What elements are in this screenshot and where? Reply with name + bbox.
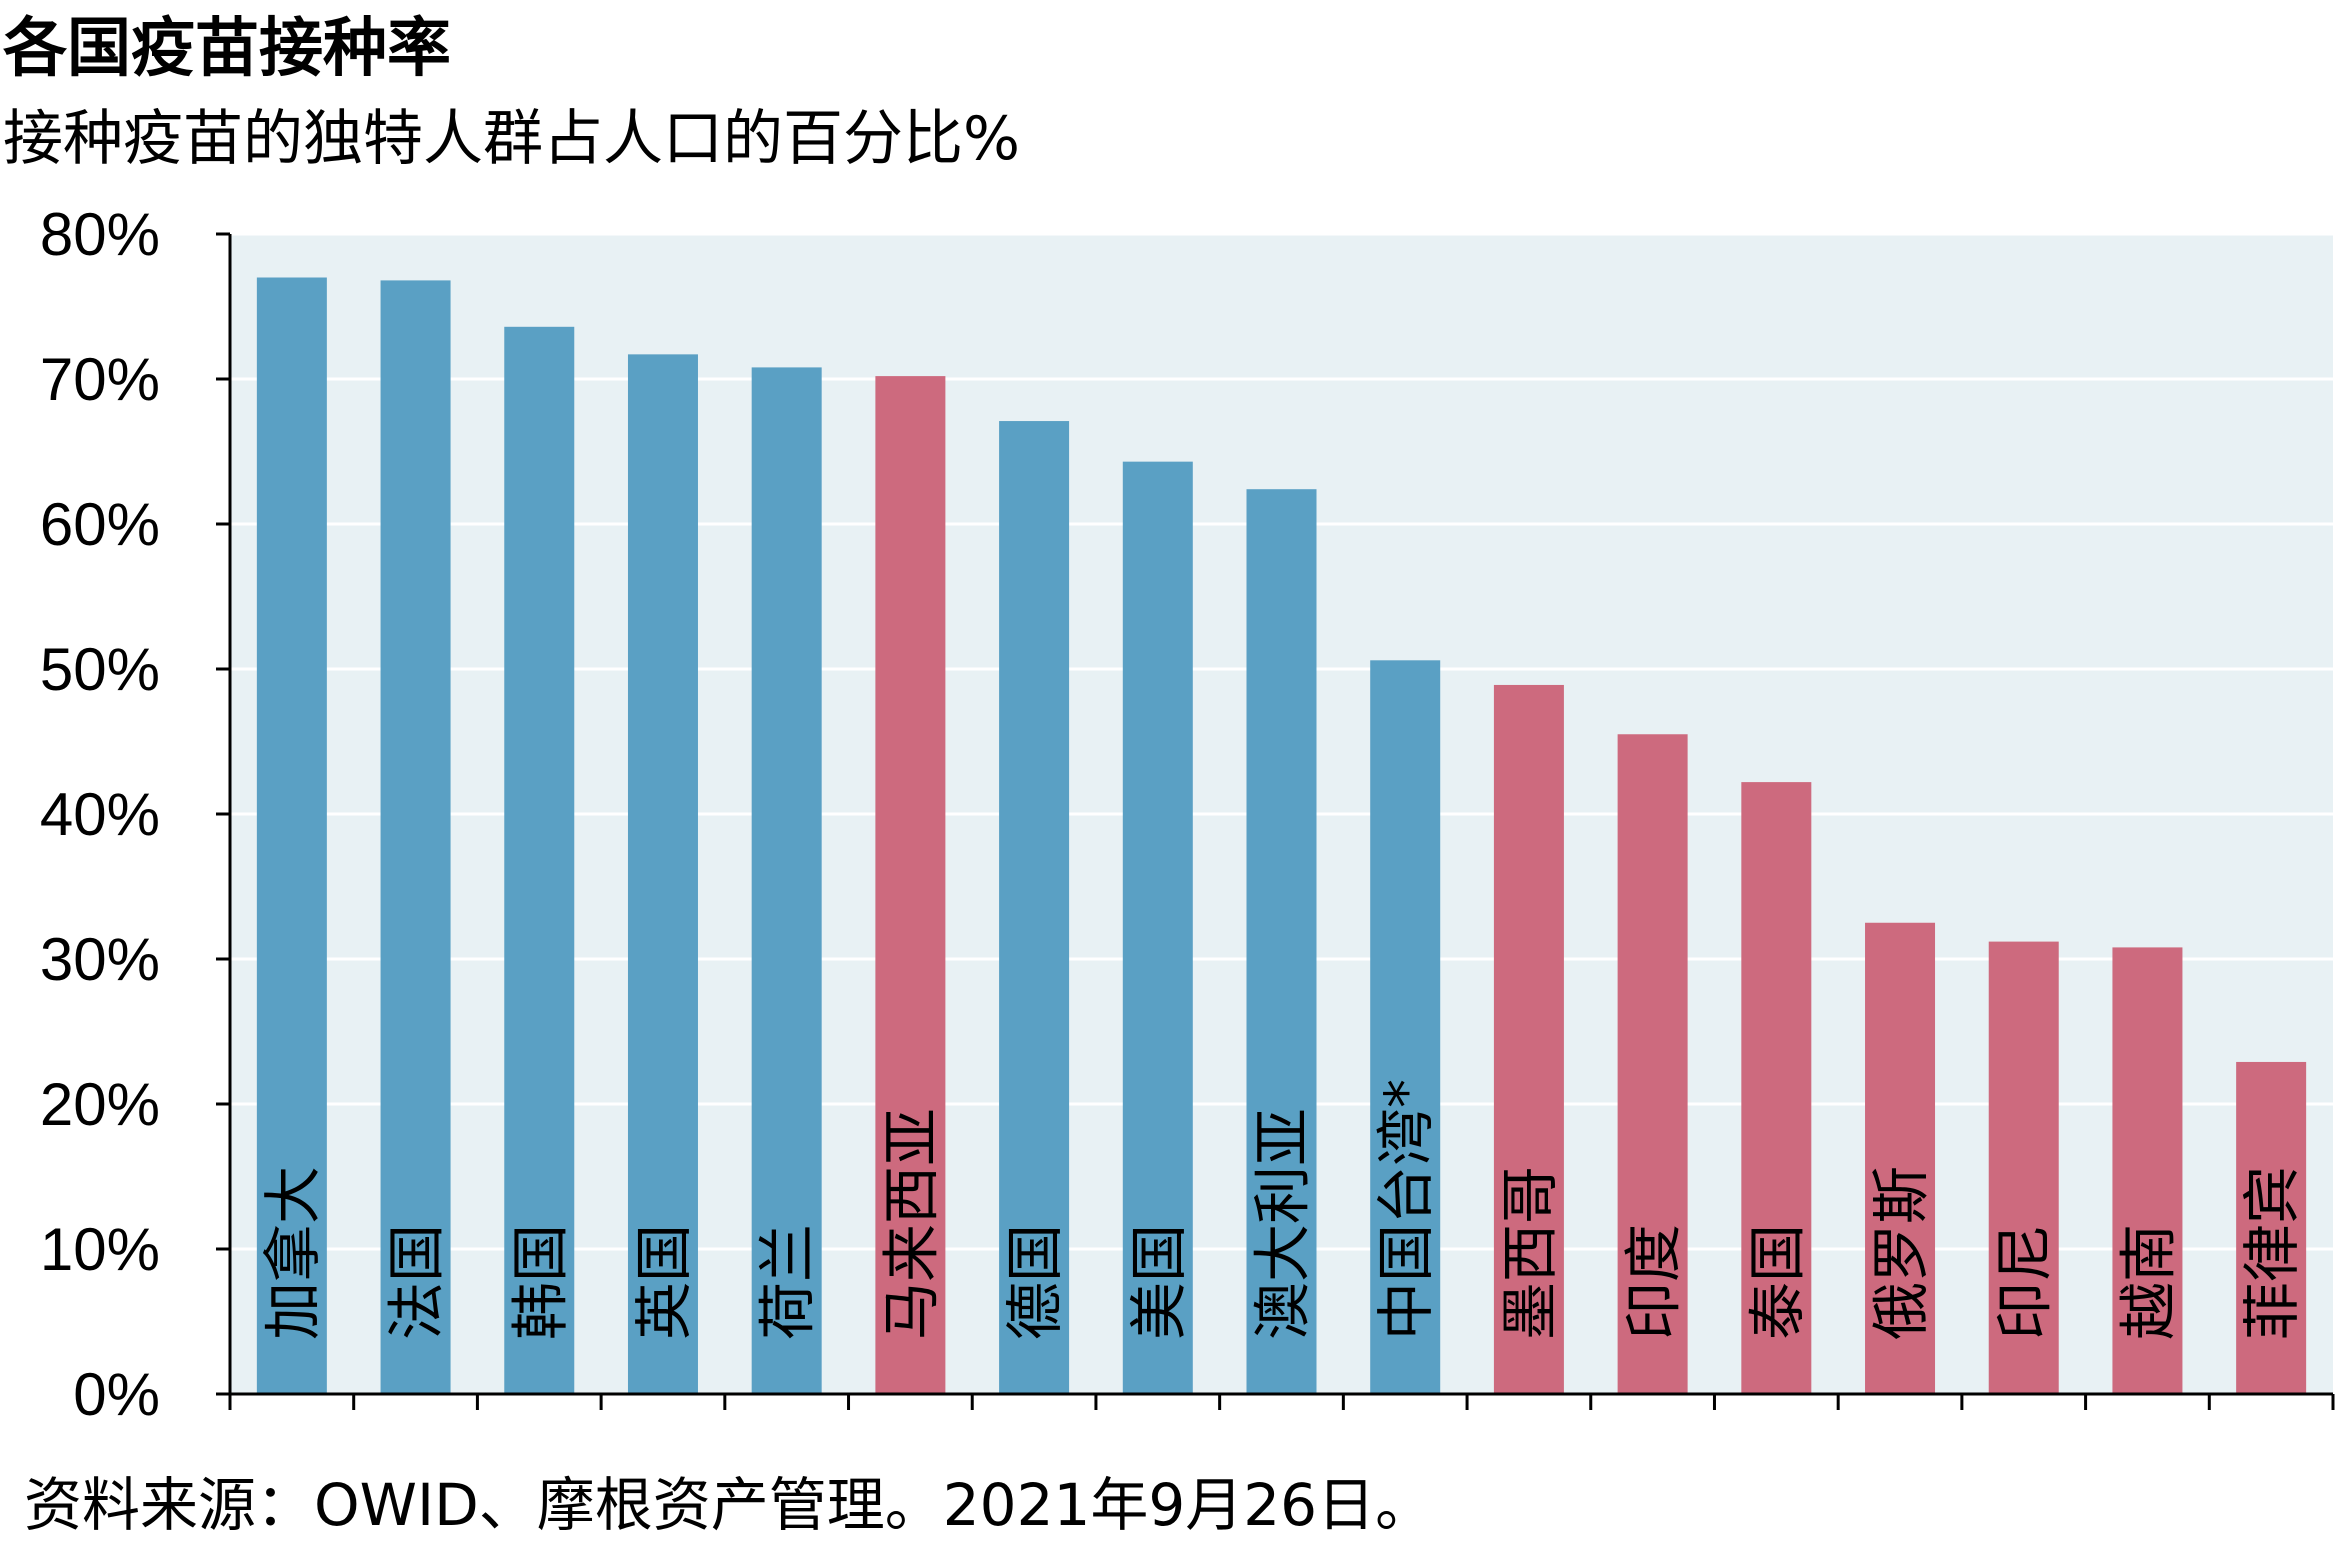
category-label: 澳大利亚	[1249, 1108, 1317, 1340]
y-tick-label: 0%	[73, 1361, 160, 1428]
category-label: 法国	[383, 1224, 451, 1340]
bar-9	[1246, 489, 1317, 1394]
category-label: 美国	[1125, 1224, 1193, 1340]
bar-1	[256, 277, 327, 1394]
bar-13	[1741, 782, 1812, 1394]
axes: 0% 10% 20% 30% 40% 50% 60% 70% 80%	[40, 201, 2335, 1428]
bar-12	[1617, 734, 1688, 1394]
source-note: 资料来源：OWID、摩根资产管理。2021年9月26日。	[24, 1471, 1434, 1539]
y-tick-label: 60%	[40, 491, 160, 558]
category-label: 印尼	[1991, 1224, 2059, 1340]
category-label: 中国台湾*	[1372, 1079, 1440, 1340]
category-label: 德国	[1001, 1224, 1069, 1340]
category-label: 加拿大	[259, 1166, 327, 1340]
bar-10	[1370, 660, 1441, 1394]
bar-15	[1988, 941, 2059, 1394]
bar-4	[627, 354, 698, 1395]
y-tick-label: 70%	[40, 346, 160, 413]
bar-5	[751, 367, 822, 1394]
category-label: 荷兰	[754, 1224, 822, 1340]
category-label: 墨西哥	[1496, 1166, 1564, 1340]
bars	[256, 277, 2307, 1395]
bar-7	[999, 421, 1070, 1394]
chart-title: 各国疫苗接种率	[3, 12, 451, 86]
bar-6	[875, 376, 946, 1395]
y-tick-label: 40%	[40, 781, 160, 848]
bar-17	[2236, 1061, 2307, 1394]
bar-14	[1865, 922, 1936, 1394]
bar-2	[380, 280, 451, 1394]
category-label: 韩国	[506, 1224, 574, 1340]
bar-labels: 加拿大 法国 韩国 英国 荷兰 马来西亚 德国 美国 澳大利亚 中国台湾* 墨西哥 印度 泰国 俄罗斯 印尼…	[259, 1079, 2306, 1340]
category-label: 俄罗斯	[1867, 1166, 1935, 1340]
y-tick-label: 50%	[40, 636, 160, 703]
bar-11	[1493, 684, 1564, 1394]
y-tick-label: 30%	[40, 926, 160, 993]
y-tick-label: 20%	[40, 1071, 160, 1138]
chart-subtitle: 接种疫苗的独特人群占人口的百分比%	[3, 104, 1021, 174]
category-label: 菲律宾	[2238, 1166, 2306, 1340]
bar-3	[504, 326, 575, 1394]
category-label: 泰国	[1743, 1224, 1811, 1340]
y-tick-label: 80%	[40, 201, 160, 268]
category-label: 英国	[630, 1224, 698, 1340]
y-tick-label: 10%	[40, 1216, 160, 1283]
category-label: 越南	[2114, 1224, 2182, 1340]
bar-16	[2112, 947, 2183, 1394]
bar-8	[1122, 461, 1193, 1394]
category-label: 印度	[1620, 1224, 1688, 1340]
category-label: 马来西亚	[877, 1108, 945, 1340]
